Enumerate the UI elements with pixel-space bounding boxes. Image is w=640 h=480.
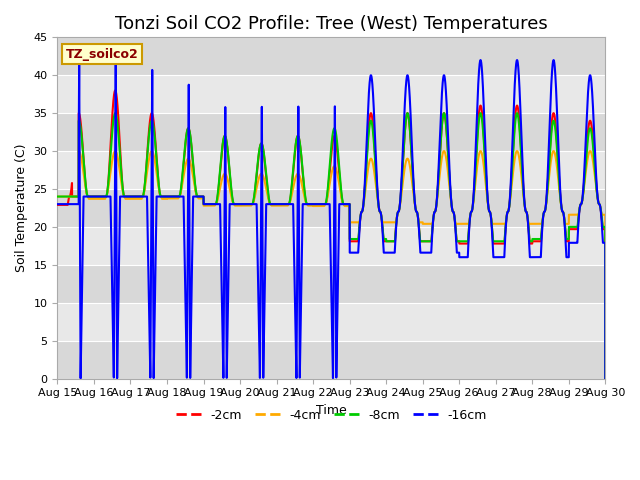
X-axis label: Time: Time — [316, 404, 347, 417]
Legend: -2cm, -4cm, -8cm, -16cm: -2cm, -4cm, -8cm, -16cm — [171, 404, 492, 427]
Y-axis label: Soil Temperature (C): Soil Temperature (C) — [15, 144, 28, 272]
Bar — [58, 227, 605, 265]
Bar — [58, 303, 605, 341]
Bar — [58, 37, 605, 75]
Bar — [58, 189, 605, 227]
Bar — [58, 341, 605, 379]
Bar — [58, 265, 605, 303]
Bar — [58, 75, 605, 113]
Bar — [58, 113, 605, 151]
Text: TZ_soilco2: TZ_soilco2 — [66, 48, 138, 60]
Bar — [58, 151, 605, 189]
Title: Tonzi Soil CO2 Profile: Tree (West) Temperatures: Tonzi Soil CO2 Profile: Tree (West) Temp… — [115, 15, 548, 33]
